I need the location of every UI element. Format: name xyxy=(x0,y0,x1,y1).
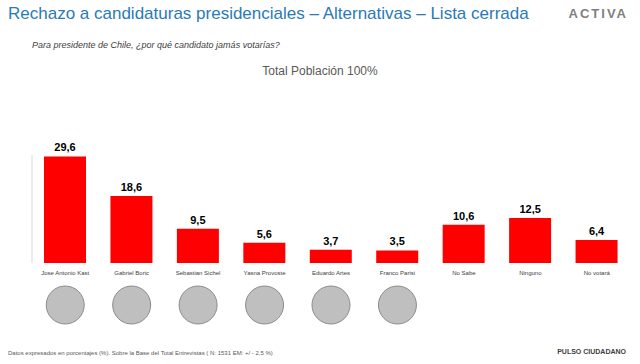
svg-text:No votará: No votará xyxy=(584,270,611,276)
html-text:Datos expresados en porcentaje: Datos expresados en porcentajes (%). Sob… xyxy=(8,350,273,356)
html-text:PULSO CIUDADANO: PULSO CIUDADANO xyxy=(557,348,626,355)
svg-text:10,6: 10,6 xyxy=(453,210,474,222)
svg-text:29,6: 29,6 xyxy=(54,141,75,153)
svg-text:6,4: 6,4 xyxy=(589,225,605,237)
svg-text:12,5: 12,5 xyxy=(519,203,540,215)
svg-text:Sebastian Sichel: Sebastian Sichel xyxy=(176,270,221,276)
html-text:Para presidente de Chile, ¿por: Para presidente de Chile, ¿por qué candi… xyxy=(32,40,280,50)
svg-text:Franco Parisi: Franco Parisi xyxy=(380,270,415,276)
svg-text:5,6: 5,6 xyxy=(257,228,272,240)
svg-text:No Sabe: No Sabe xyxy=(452,270,476,276)
svg-text:18,6: 18,6 xyxy=(121,181,142,193)
html-text:Rechazo a candidaturas preside: Rechazo a candidaturas presidenciales – … xyxy=(8,4,529,23)
svg-text:9,5: 9,5 xyxy=(190,214,205,226)
svg-text:Eduardo Artes: Eduardo Artes xyxy=(312,270,350,276)
svg-text:3,5: 3,5 xyxy=(390,235,405,247)
svg-text:Yasna Provoste: Yasna Provoste xyxy=(244,270,287,276)
svg-text:Jose Antonio Kast: Jose Antonio Kast xyxy=(41,270,89,276)
html-text:ACTIVA: ACTIVA xyxy=(568,6,628,21)
svg-text:Ninguno: Ninguno xyxy=(519,270,542,276)
html-text:Total Población 100%: Total Población 100% xyxy=(262,64,378,78)
svg-text:Gabriel Boric: Gabriel Boric xyxy=(114,270,149,276)
svg-text:3,7: 3,7 xyxy=(323,235,338,247)
